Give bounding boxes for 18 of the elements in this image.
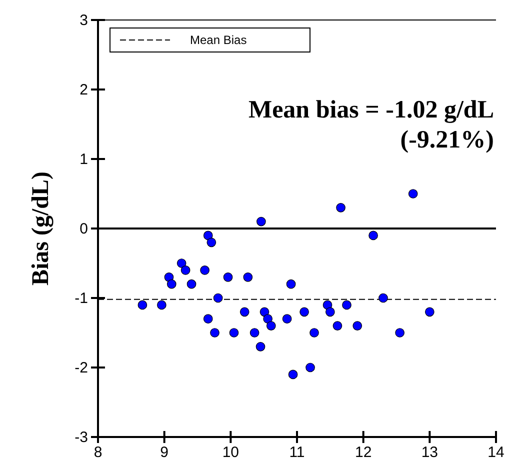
x-tick-label: 12 [354, 444, 372, 461]
annotation: (-9.21%) [400, 126, 494, 154]
y-tick-label: 3 [80, 12, 88, 29]
x-tick-label: 11 [289, 444, 305, 461]
x-tick-label: 10 [222, 444, 240, 461]
y-tick-label: 2 [80, 82, 88, 98]
x-tick-label: 13 [421, 444, 438, 461]
y-tick-label: -2 [74, 360, 88, 376]
x-tick-label: 8 [94, 444, 102, 461]
legend-label: Mean Bias [190, 33, 247, 47]
annotation: Mean bias = -1.02 g/dL [248, 96, 494, 124]
y-tick-label: 0 [80, 220, 88, 238]
x-tick-label: 14 [488, 444, 504, 461]
x-tick-label: 9 [160, 444, 169, 461]
y-tick-label: 1 [80, 151, 88, 168]
y-axis-title: Bias (g/dL) [28, 171, 54, 286]
y-tick-label: -3 [74, 429, 88, 446]
y-tick-label: -1 [74, 290, 88, 307]
